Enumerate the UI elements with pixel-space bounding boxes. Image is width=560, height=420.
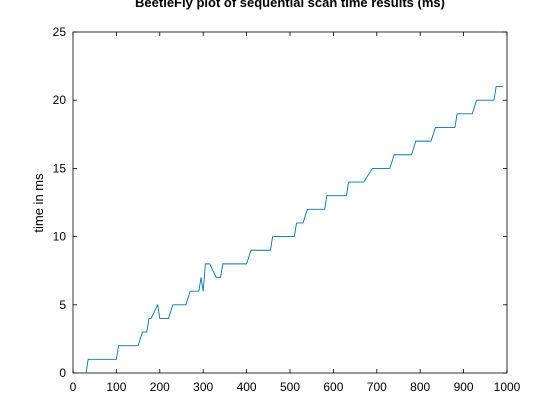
chart-title: BeetleFly plot of sequential scan time r… <box>135 0 445 10</box>
series-line-0 <box>85 86 503 374</box>
y-tick-label: 0 <box>59 366 66 380</box>
y-tick-label: 20 <box>53 93 67 107</box>
x-tick-label: 300 <box>193 380 213 394</box>
y-axis-label: time in ms <box>31 173 46 233</box>
x-tick-label: 100 <box>106 380 126 394</box>
x-tick-label: 900 <box>454 380 474 394</box>
series-layer <box>85 86 503 374</box>
x-tick-label: 1000 <box>494 380 521 394</box>
ticks-layer: 0 100 200 300 400 500 600 700 800 900 1000 0 5 10 15 20… <box>53 25 521 394</box>
plot-frame <box>72 31 508 374</box>
x-tick-label: 500 <box>280 380 300 394</box>
x-tick-label: 200 <box>150 380 170 394</box>
x-tick-label: 0 <box>70 380 77 394</box>
y-tick-label: 10 <box>53 230 67 244</box>
x-tick-label: 400 <box>237 380 257 394</box>
y-tick-label: 5 <box>59 298 66 312</box>
x-tick-label: 700 <box>367 380 387 394</box>
x-tick-label: 600 <box>323 380 343 394</box>
x-tick-label: 800 <box>410 380 430 394</box>
y-tick-label: 25 <box>53 25 67 39</box>
y-tick-label: 15 <box>53 161 67 175</box>
